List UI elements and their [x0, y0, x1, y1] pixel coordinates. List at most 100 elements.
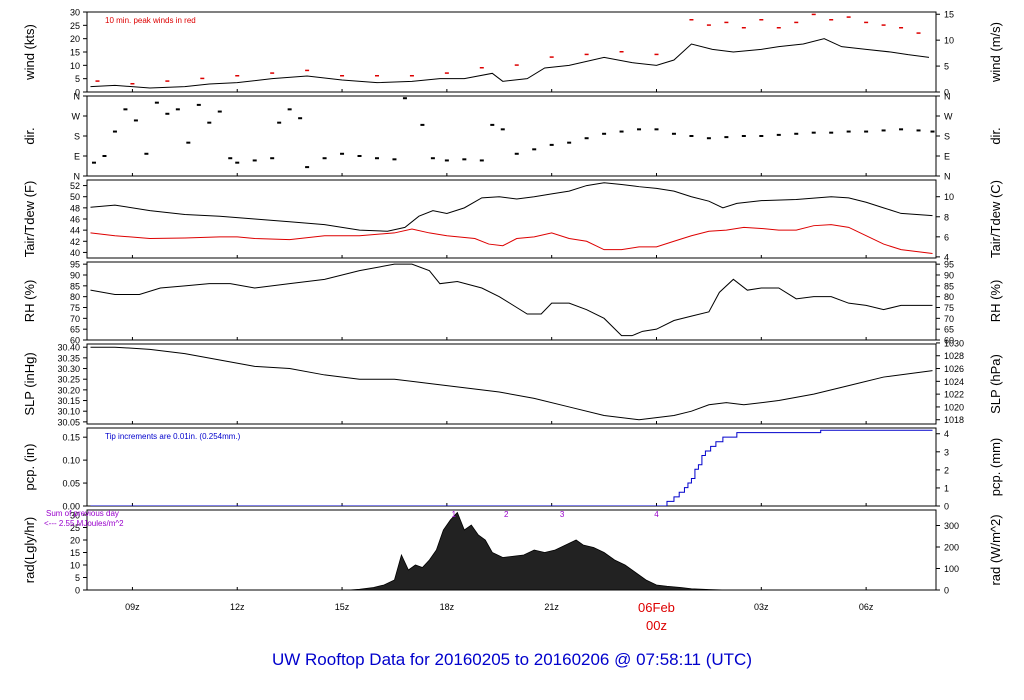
peak-wind-mark [706, 24, 711, 26]
direction-point [689, 135, 694, 137]
y-tick-label-left: 30.40 [57, 343, 80, 353]
x-date-label: 06Feb [638, 600, 675, 615]
direction-point [602, 132, 607, 135]
direction-point [881, 129, 886, 132]
y-axis-label-left: RH (%) [22, 280, 37, 323]
direction-point [899, 128, 904, 131]
panel-frame [86, 261, 937, 341]
y-tick-label-right: 90 [944, 271, 954, 281]
y-axis-label-left: pcp. (in) [22, 444, 37, 491]
peak-wind-mark [584, 53, 589, 56]
direction-point [462, 158, 467, 161]
direction-point [811, 131, 816, 134]
y-tick-label-right: 1030 [944, 338, 964, 348]
y-tick-label-right: 60 [944, 336, 954, 346]
y-tick-label-left: 10 [70, 61, 80, 71]
direction-point [846, 130, 851, 133]
y-axis-label-right: rad (W/m^2) [988, 514, 1003, 585]
direction-point [479, 159, 484, 162]
annotation-line-1: Sum of previous day [46, 509, 119, 518]
series-wind [90, 38, 930, 89]
y-tick-label-right: 300 [944, 521, 959, 531]
direction-point [217, 110, 222, 113]
footer-title: UW Rooftop Data for 20160205 to 20160206… [271, 650, 752, 669]
direction-point [133, 119, 138, 122]
y-tick-label-left: 30.30 [57, 364, 80, 374]
series-temp [90, 182, 933, 232]
peak-wind-mark [794, 21, 799, 24]
direction-point [91, 161, 96, 164]
y-tick-label-left: 70 [70, 314, 80, 324]
series-slp [90, 346, 933, 421]
y-tick-label-right: 65 [944, 325, 954, 335]
direction-point [228, 157, 233, 160]
series-wind [95, 13, 921, 85]
y-axis-label-right: dir. [988, 127, 1003, 144]
series-pcp [90, 429, 933, 506]
y-tick-label-left: 46 [70, 215, 80, 225]
direction-point [196, 103, 201, 106]
y-axis-label-right: RH (%) [988, 280, 1003, 323]
panel-annotation: 10 min. peak winds in red [105, 16, 196, 25]
direction-point [112, 130, 117, 133]
direction-point [864, 130, 869, 133]
y-tick-label-left: 0.15 [62, 433, 80, 443]
direction-point [490, 123, 495, 126]
x-tick-label: 03z [754, 602, 769, 612]
direction-point [741, 135, 746, 137]
y-tick-label-right: 10 [944, 36, 954, 46]
y-tick-label-right: E [944, 152, 950, 162]
direction-point [186, 141, 191, 144]
y-tick-label-left: 5 [75, 573, 80, 583]
y-tick-label-left: 30.15 [57, 396, 80, 406]
y-tick-label-right: 85 [944, 281, 954, 291]
direction-point [829, 131, 834, 134]
y-tick-label-left: 0.10 [62, 456, 80, 466]
y-tick-label-right: 15 [944, 10, 954, 20]
direction-point [567, 141, 572, 144]
precip-step-line [90, 429, 933, 506]
y-tick-label-right: 0 [944, 586, 949, 596]
y-tick-label-right: W [944, 112, 953, 122]
direction-point [287, 108, 292, 111]
y-tick-label-left: 40 [70, 248, 80, 258]
y-tick-label-right: 2 [944, 465, 949, 475]
y-tick-label-left: 75 [70, 303, 80, 313]
y-tick-label-left: 30 [70, 8, 80, 18]
direction-point [102, 155, 107, 157]
direction-point [500, 128, 505, 131]
day-marker: 3 [560, 510, 565, 519]
peak-wind-mark [899, 27, 904, 29]
peak-wind-mark [741, 27, 746, 29]
y-tick-label-left: 10 [70, 561, 80, 571]
y-tick-label-left: 25 [70, 21, 80, 31]
y-tick-label-right: 1028 [944, 351, 964, 361]
y-tick-label-right: 3 [944, 447, 949, 457]
day-marker: 1 [452, 510, 457, 519]
y-tick-label-left: 30.20 [57, 385, 80, 395]
direction-point [794, 132, 799, 135]
direction-point [235, 161, 240, 164]
y-tick-label-right: 1 [944, 483, 949, 493]
y-axis-label-right: wind (m/s) [988, 22, 1003, 83]
y-tick-label-right: 80 [944, 292, 954, 302]
peak-wind-mark [130, 83, 135, 85]
y-tick-label-left: 15 [70, 548, 80, 558]
panel-wind: 0 5 10 15 20 25 30 0 5 10 15 wind (kts) wind (m/s) 10… [22, 8, 1003, 98]
peak-wind-mark [95, 80, 100, 82]
panel-frame [86, 95, 937, 177]
y-tick-label-right: 200 [944, 543, 959, 553]
peak-wind-mark [881, 24, 886, 26]
y-tick-label-left: W [72, 112, 81, 122]
peak-wind-mark [619, 51, 624, 53]
y-tick-label-right: 1020 [944, 402, 964, 412]
y-tick-label-right: 100 [944, 564, 959, 574]
y-tick-label-left: 30 [70, 511, 80, 521]
direction-point [444, 159, 449, 162]
y-tick-label-right: 8 [944, 212, 949, 222]
direction-point [165, 112, 170, 115]
y-tick-label-right: 1026 [944, 364, 964, 374]
direction-point [123, 108, 128, 111]
